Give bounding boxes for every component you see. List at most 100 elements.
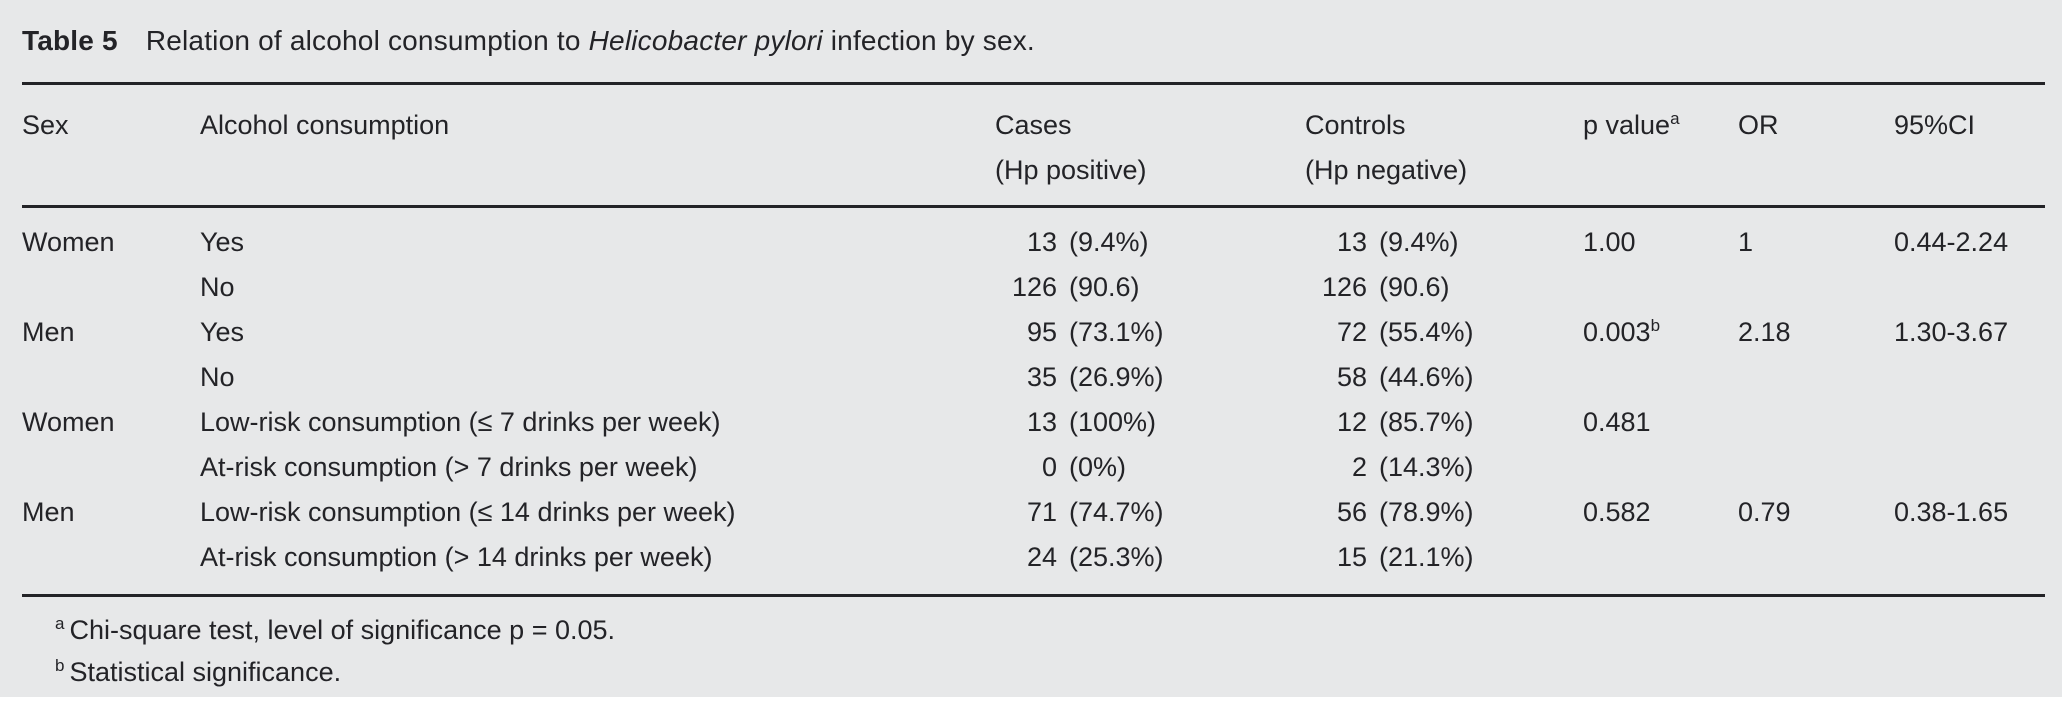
cases-percent: (25.3%) <box>1069 542 1164 572</box>
or-cell <box>1738 265 1894 310</box>
p-value-cell: 1.00 <box>1583 207 1738 266</box>
alcohol-cell: No <box>200 272 235 302</box>
controls-percent: (44.6%) <box>1379 362 1474 392</box>
header-or: OR <box>1738 83 1894 208</box>
cases-cell: 13 (9.4%) <box>995 207 1305 266</box>
cases-cell: 126 (90.6) <box>995 265 1305 310</box>
footnote-a-text: Chi-square test, level of significance p… <box>69 615 616 645</box>
sex-cell: Men <box>22 317 75 347</box>
cases-count: 13 <box>1026 407 1057 437</box>
cases-cell: 35 (26.9%) <box>995 355 1305 400</box>
cases-percent: (90.6) <box>1069 272 1140 302</box>
or-cell: 2.18 <box>1738 317 1791 347</box>
sex-cell: Men <box>22 497 75 527</box>
header-controls-line1: Controls <box>1305 110 1406 140</box>
controls-percent: (90.6) <box>1379 272 1450 302</box>
table-row: At-risk consumption (> 14 drinks per wee… <box>22 535 2045 596</box>
controls-cell: 56 (78.9%) <box>1305 490 1583 535</box>
p-value-cell: 0.582 <box>1583 490 1738 535</box>
controls-percent: (21.1%) <box>1379 542 1474 572</box>
p-value: 0.003 <box>1583 317 1651 347</box>
sex-cell <box>22 355 200 400</box>
controls-cell: 13 (9.4%) <box>1305 207 1583 266</box>
alcohol-cell: At-risk consumption (> 7 drinks per week… <box>200 452 698 482</box>
table-row: Men Low-risk consumption (≤ 14 drinks pe… <box>22 490 2045 535</box>
p-value-cell <box>1583 265 1738 310</box>
sex-cell <box>22 535 200 596</box>
controls-percent: (14.3%) <box>1379 452 1474 482</box>
cases-percent: (26.9%) <box>1069 362 1164 392</box>
or-cell <box>1738 535 1894 596</box>
ci-cell: 0.44-2.24 <box>1894 227 2009 257</box>
header-ci: 95%CI <box>1894 83 2045 208</box>
or-cell <box>1738 445 1894 490</box>
or-cell <box>1738 355 1894 400</box>
cases-count: 126 <box>1011 272 1057 302</box>
table-header: Sex Alcohol consumption Cases (Hp positi… <box>22 83 2045 208</box>
header-p-value-footnote-marker: a <box>1670 109 1680 128</box>
controls-count: 15 <box>1336 542 1367 572</box>
header-p-value-text: p value <box>1583 110 1671 140</box>
footnote-b-text: Statistical significance. <box>69 657 342 687</box>
sex-cell: Women <box>22 407 115 437</box>
title-text: Relation of alcohol consumption to Helic… <box>146 25 1035 57</box>
header-p-value: p valuea <box>1583 83 1738 208</box>
cases-percent: (100%) <box>1069 407 1157 437</box>
cases-percent: (74.7%) <box>1069 497 1164 527</box>
alcohol-cell: No <box>200 362 235 392</box>
controls-count: 126 <box>1321 272 1367 302</box>
ci-cell <box>1894 445 2045 490</box>
cases-percent: (0%) <box>1069 452 1127 482</box>
cases-count: 0 <box>1041 452 1057 482</box>
or-cell: 1 <box>1738 227 1754 257</box>
p-value-cell <box>1583 535 1738 596</box>
header-alcohol-consumption: Alcohol consumption <box>200 83 995 208</box>
cases-count: 24 <box>1026 542 1057 572</box>
controls-count: 58 <box>1336 362 1367 392</box>
alcohol-cell: Yes <box>200 227 245 257</box>
p-value-cell <box>1583 355 1738 400</box>
title-text-after: infection by sex. <box>822 25 1035 56</box>
or-cell: 0.79 <box>1738 497 1791 527</box>
sex-cell: Women <box>22 227 115 257</box>
table-row: Women Yes 13 (9.4%) 13 (9.4%) 1.00 1 0.44-… <box>22 207 2045 266</box>
controls-count: 72 <box>1336 317 1367 347</box>
cases-percent: (73.1%) <box>1069 317 1164 347</box>
header-controls-line2: (Hp negative) <box>1305 155 1468 185</box>
table-row: At-risk consumption (> 7 drinks per week… <box>22 445 2045 490</box>
header-cases-line2: (Hp positive) <box>995 155 1147 185</box>
header-cases-line1: Cases <box>995 110 1072 140</box>
table-row: No 35 (26.9%) 58 (44.6%) <box>22 355 2045 400</box>
alcohol-cell: Yes <box>200 317 245 347</box>
table-number: Table 5 <box>22 25 118 56</box>
title-text-before: Relation of alcohol consumption to <box>145 25 589 56</box>
table-body: Women Yes 13 (9.4%) 13 (9.4%) 1.00 1 0.44-… <box>22 207 2045 596</box>
controls-cell: 12 (85.7%) <box>1305 400 1583 445</box>
header-sex: Sex <box>22 83 200 208</box>
controls-percent: (9.4%) <box>1379 227 1459 257</box>
controls-cell: 58 (44.6%) <box>1305 355 1583 400</box>
alcohol-cell: At-risk consumption (> 14 drinks per wee… <box>200 542 713 572</box>
sex-cell <box>22 265 200 310</box>
or-cell <box>1738 400 1894 445</box>
ci-cell <box>1894 535 2045 596</box>
controls-percent: (55.4%) <box>1379 317 1474 347</box>
cases-cell: 13 (100%) <box>995 400 1305 445</box>
controls-cell: 72 (55.4%) <box>1305 310 1583 355</box>
controls-percent: (78.9%) <box>1379 497 1474 527</box>
cases-count: 35 <box>1026 362 1057 392</box>
p-value-cell: 0.003b <box>1583 310 1738 355</box>
alcohol-cell: Low-risk consumption (≤ 7 drinks per wee… <box>200 407 721 437</box>
cases-count: 71 <box>1026 497 1057 527</box>
footnote-a-marker: a <box>55 614 65 633</box>
results-table: Sex Alcohol consumption Cases (Hp positi… <box>22 82 2045 597</box>
cases-cell: 24 (25.3%) <box>995 535 1305 596</box>
cases-cell: 71 (74.7%) <box>995 490 1305 535</box>
controls-cell: 126 (90.6) <box>1305 265 1583 310</box>
title-species-italic: Helicobacter pylori <box>588 25 823 56</box>
controls-count: 13 <box>1336 227 1367 257</box>
table-row: Women Low-risk consumption (≤ 7 drinks p… <box>22 400 2045 445</box>
ci-cell: 0.38-1.65 <box>1894 497 2009 527</box>
